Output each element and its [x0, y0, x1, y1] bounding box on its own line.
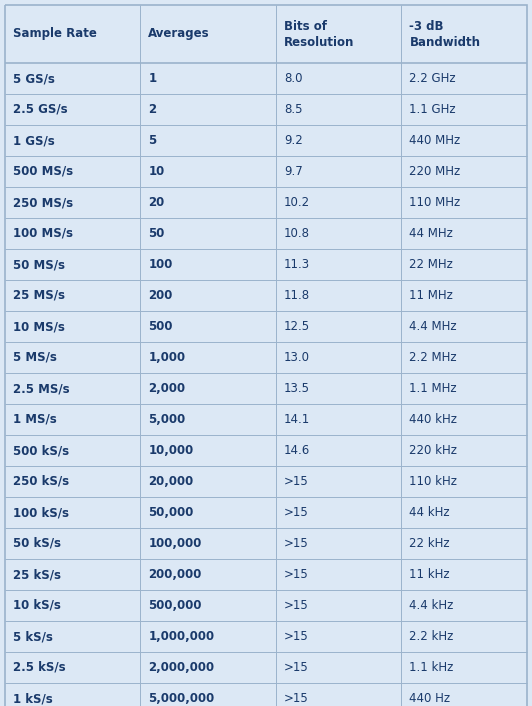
Text: 100: 100 [148, 258, 173, 271]
Text: 220 kHz: 220 kHz [410, 444, 458, 457]
Text: 50,000: 50,000 [148, 506, 194, 519]
Text: 2.5 MS/s: 2.5 MS/s [13, 382, 70, 395]
Text: 500,000: 500,000 [148, 599, 202, 612]
Text: 2: 2 [148, 103, 156, 116]
Text: 250 kS/s: 250 kS/s [13, 475, 69, 488]
Text: 50 kS/s: 50 kS/s [13, 537, 61, 550]
Text: >15: >15 [284, 506, 309, 519]
Text: 1,000: 1,000 [148, 351, 186, 364]
Text: 5 GS/s: 5 GS/s [13, 72, 55, 85]
Text: >15: >15 [284, 599, 309, 612]
Text: 1.1 GHz: 1.1 GHz [410, 103, 456, 116]
Text: 11.8: 11.8 [284, 289, 310, 302]
Text: 250 MS/s: 250 MS/s [13, 196, 73, 209]
Text: 10.2: 10.2 [284, 196, 310, 209]
Text: >15: >15 [284, 661, 309, 674]
Text: 200: 200 [148, 289, 173, 302]
Text: 2,000: 2,000 [148, 382, 186, 395]
Text: >15: >15 [284, 475, 309, 488]
Text: 440 Hz: 440 Hz [410, 692, 451, 705]
Text: 5: 5 [148, 134, 156, 147]
Text: 5 MS/s: 5 MS/s [13, 351, 57, 364]
Text: 12.5: 12.5 [284, 320, 310, 333]
Text: Bits of
Resolution: Bits of Resolution [284, 20, 354, 49]
Text: 200,000: 200,000 [148, 568, 202, 581]
Text: 14.1: 14.1 [284, 413, 310, 426]
Text: 8.0: 8.0 [284, 72, 302, 85]
Text: 14.6: 14.6 [284, 444, 310, 457]
Text: 2.2 MHz: 2.2 MHz [410, 351, 457, 364]
Text: 25 kS/s: 25 kS/s [13, 568, 61, 581]
Text: 13.0: 13.0 [284, 351, 310, 364]
Text: -3 dB
Bandwidth: -3 dB Bandwidth [410, 20, 480, 49]
Text: >15: >15 [284, 537, 309, 550]
Text: 50: 50 [148, 227, 165, 240]
Text: 440 MHz: 440 MHz [410, 134, 461, 147]
Text: 11 kHz: 11 kHz [410, 568, 450, 581]
Text: 22 kHz: 22 kHz [410, 537, 450, 550]
Text: >15: >15 [284, 630, 309, 643]
Text: 1.1 MHz: 1.1 MHz [410, 382, 457, 395]
Text: 1: 1 [148, 72, 156, 85]
Text: 5,000: 5,000 [148, 413, 186, 426]
Text: 2.5 GS/s: 2.5 GS/s [13, 103, 68, 116]
Text: 25 MS/s: 25 MS/s [13, 289, 65, 302]
Text: 1,000,000: 1,000,000 [148, 630, 214, 643]
Text: 8.5: 8.5 [284, 103, 302, 116]
Text: >15: >15 [284, 568, 309, 581]
Text: 110 kHz: 110 kHz [410, 475, 458, 488]
Text: 100 kS/s: 100 kS/s [13, 506, 69, 519]
Text: 440 kHz: 440 kHz [410, 413, 458, 426]
Text: 100 MS/s: 100 MS/s [13, 227, 73, 240]
Text: 4.4 MHz: 4.4 MHz [410, 320, 457, 333]
Text: 500 MS/s: 500 MS/s [13, 165, 73, 178]
Text: 100,000: 100,000 [148, 537, 202, 550]
Text: 4.4 kHz: 4.4 kHz [410, 599, 454, 612]
Text: 9.7: 9.7 [284, 165, 303, 178]
Text: 10.8: 10.8 [284, 227, 310, 240]
Text: 500: 500 [148, 320, 173, 333]
Text: 44 kHz: 44 kHz [410, 506, 450, 519]
Text: 5 kS/s: 5 kS/s [13, 630, 53, 643]
Text: >15: >15 [284, 692, 309, 705]
Text: 2.2 kHz: 2.2 kHz [410, 630, 454, 643]
Text: 44 MHz: 44 MHz [410, 227, 453, 240]
Text: 1 kS/s: 1 kS/s [13, 692, 53, 705]
Text: 1 MS/s: 1 MS/s [13, 413, 57, 426]
Text: Averages: Averages [148, 28, 210, 40]
Text: 2.5 kS/s: 2.5 kS/s [13, 661, 65, 674]
Text: Sample Rate: Sample Rate [13, 28, 97, 40]
Text: 11 MHz: 11 MHz [410, 289, 453, 302]
Text: 2,000,000: 2,000,000 [148, 661, 214, 674]
Text: 11.3: 11.3 [284, 258, 310, 271]
Text: 10,000: 10,000 [148, 444, 194, 457]
Text: 1.1 kHz: 1.1 kHz [410, 661, 454, 674]
Text: 10 MS/s: 10 MS/s [13, 320, 65, 333]
Text: 13.5: 13.5 [284, 382, 310, 395]
Text: 10 kS/s: 10 kS/s [13, 599, 61, 612]
Text: 50 MS/s: 50 MS/s [13, 258, 65, 271]
Text: 2.2 GHz: 2.2 GHz [410, 72, 456, 85]
Text: 5,000,000: 5,000,000 [148, 692, 214, 705]
Text: 10: 10 [148, 165, 165, 178]
Text: 22 MHz: 22 MHz [410, 258, 453, 271]
Text: 500 kS/s: 500 kS/s [13, 444, 69, 457]
Text: 110 MHz: 110 MHz [410, 196, 461, 209]
Text: 20: 20 [148, 196, 165, 209]
Text: 20,000: 20,000 [148, 475, 194, 488]
Text: 1 GS/s: 1 GS/s [13, 134, 55, 147]
Text: 220 MHz: 220 MHz [410, 165, 461, 178]
Text: 9.2: 9.2 [284, 134, 303, 147]
